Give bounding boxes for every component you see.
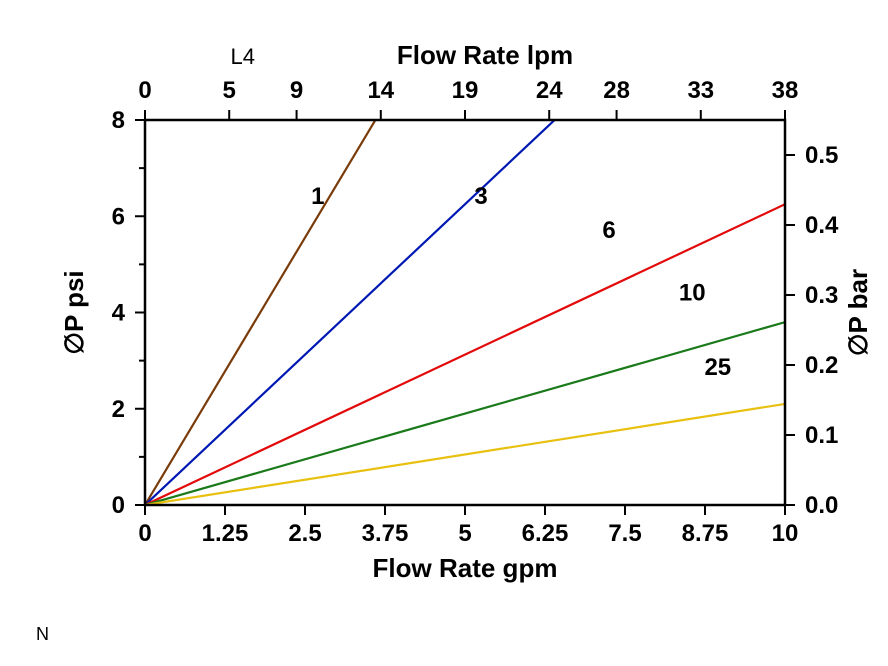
corner-label-bottom-left-svg: N xyxy=(36,624,49,644)
top-tick-label: 33 xyxy=(687,77,714,104)
bottom-tick-label: 5 xyxy=(458,520,471,547)
top-tick-label: 14 xyxy=(367,77,394,104)
top-tick-label: 9 xyxy=(290,77,303,104)
bottom-tick-label: 10 xyxy=(772,520,799,547)
left-tick-label: 8 xyxy=(112,107,125,134)
series-label-10-svg: 10 xyxy=(679,279,706,306)
bottom-axis-title-svg: Flow Rate gpm xyxy=(373,553,558,583)
top-tick-label: 24 xyxy=(536,77,563,104)
top-tick-label: 28 xyxy=(603,77,630,104)
bottom-tick-label: 8.75 xyxy=(682,520,729,547)
series-label-3-svg: 3 xyxy=(474,183,487,210)
left-tick-label: 0 xyxy=(112,492,125,519)
top-tick-label: 0 xyxy=(138,77,151,104)
bottom-tick-label: 6.25 xyxy=(522,520,569,547)
top-axis-title-svg: Flow Rate lpm xyxy=(397,40,573,70)
series-label-6-svg: 6 xyxy=(602,217,615,244)
left-axis-title-svg: ∅P psi xyxy=(59,270,89,354)
top-tick-label: 5 xyxy=(223,77,236,104)
bottom-tick-label: 2.5 xyxy=(288,520,321,547)
series-label-1-svg: 1 xyxy=(311,183,324,210)
bottom-tick-label: 0 xyxy=(138,520,151,547)
right-tick-label: 0.5 xyxy=(805,142,838,169)
bottom-tick-label: 3.75 xyxy=(362,520,409,547)
right-tick-label: 0.4 xyxy=(805,212,839,239)
right-axis-title-svg: ∅P bar xyxy=(843,269,873,356)
bottom-tick-label: 7.5 xyxy=(608,520,641,547)
right-tick-label: 0.1 xyxy=(805,422,838,449)
right-tick-label: 0.2 xyxy=(805,352,838,379)
corner-label-top-left-svg: L4 xyxy=(231,44,255,69)
series-label-25-svg: 25 xyxy=(704,354,731,381)
top-tick-label: 19 xyxy=(452,77,479,104)
right-tick-label: 0.3 xyxy=(805,282,838,309)
left-tick-label: 2 xyxy=(112,396,125,423)
left-tick-label: 6 xyxy=(112,203,125,230)
top-tick-label: 38 xyxy=(772,77,799,104)
left-tick-label: 4 xyxy=(112,300,126,327)
right-tick-label: 0.0 xyxy=(805,492,838,519)
bottom-tick-label: 1.25 xyxy=(202,520,249,547)
